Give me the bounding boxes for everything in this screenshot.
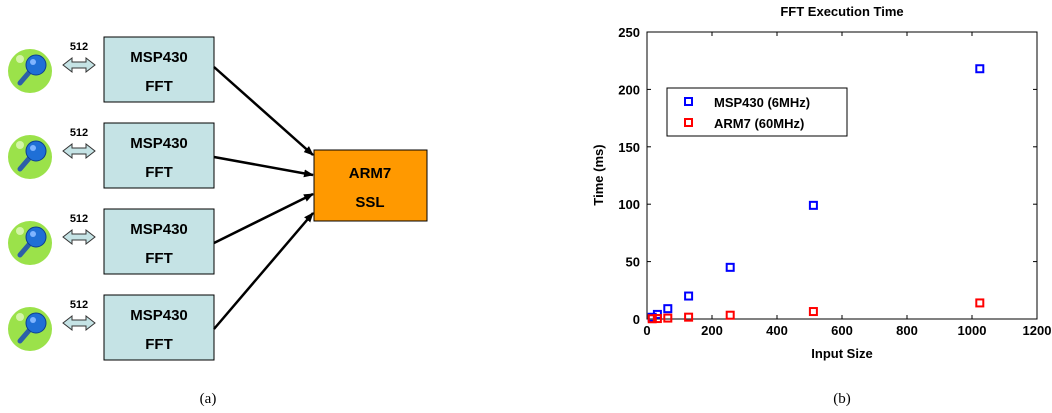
x-tick-label: 600 (831, 323, 853, 338)
y-tick-label: 200 (618, 82, 640, 97)
double-arrow-icon (62, 314, 96, 332)
fft-row-1: 512 MSP430 FFT (8, 36, 215, 103)
double-arrow-icon (62, 142, 96, 160)
data-point-arm7 (975, 298, 985, 308)
y-tick-label: 250 (618, 25, 640, 40)
ssl-label: SSL (355, 194, 384, 211)
arm7-ssl-block: ARM7 SSL (313, 149, 428, 222)
data-points (647, 64, 985, 324)
data-point-msp430 (663, 304, 673, 314)
x-tick-label: 200 (701, 323, 723, 338)
data-point-arm7 (684, 312, 694, 322)
x-tick-label: 1000 (958, 323, 987, 338)
fft-block-function: FFT (145, 336, 173, 353)
x-tick-label: 0 (643, 323, 650, 338)
axis-ticks: 0 200 400 600 800 1000 1200 0 50 100 150 200 250 (618, 25, 1051, 338)
legend-label-arm7: ARM7 (60MHz) (714, 116, 804, 131)
y-axis-label: Time (ms) (591, 144, 606, 205)
link-label: 512 (70, 127, 88, 139)
chart-caption: (b) (833, 391, 851, 407)
plot-frame (646, 31, 1038, 320)
link-label: 512 (70, 213, 88, 225)
legend-marker-arm7 (684, 118, 693, 127)
fft-row-3: 512 MSP430 FFT (8, 208, 215, 275)
fft-block-function: FFT (145, 250, 173, 267)
microphone-icon (8, 135, 52, 179)
fft-block-rect (103, 294, 215, 361)
y-tick-label: 50 (626, 255, 640, 270)
link-label: 512 (70, 299, 88, 311)
fft-row-2: 512 MSP430 FFT (8, 122, 215, 189)
fft-block-rect (103, 122, 215, 189)
fft-block-function: FFT (145, 164, 173, 181)
fft-block-rect (103, 208, 215, 275)
x-tick-label: 400 (766, 323, 788, 338)
y-tick-label: 100 (618, 197, 640, 212)
arrow-to-arm7 (213, 192, 314, 245)
microphone-icon (8, 307, 52, 351)
arrow-to-arm7 (213, 155, 314, 178)
legend-box (666, 87, 848, 137)
data-point-arm7 (808, 307, 818, 317)
data-point-arm7 (652, 314, 662, 324)
fft-block-name: MSP430 (130, 221, 188, 238)
fft-block-rect (103, 36, 215, 103)
fft-execution-chart: FFT Execution Time 0 200 400 600 800 1000 1200… (591, 4, 1051, 407)
data-point-arm7 (647, 314, 657, 324)
data-point-msp430 (684, 291, 694, 301)
y-tick-label: 0 (633, 312, 640, 327)
fft-block-name: MSP430 (130, 49, 188, 66)
data-point-arm7 (725, 310, 735, 320)
data-point-arm7 (663, 313, 673, 323)
link-label: 512 (70, 41, 88, 53)
arrow-to-arm7 (213, 66, 314, 156)
legend-marker-msp430 (684, 97, 693, 106)
fft-block-name: MSP430 (130, 135, 188, 152)
fft-row-4: 512 MSP430 FFT (8, 294, 215, 361)
fft-block-name: MSP430 (130, 307, 188, 324)
data-point-msp430 (725, 262, 735, 272)
arrow-to-arm7 (213, 212, 314, 330)
double-arrow-icon (62, 56, 96, 74)
x-axis-label: Input Size (811, 346, 872, 361)
diagram-caption: (a) (200, 391, 217, 407)
y-tick-label: 150 (618, 140, 640, 155)
x-tick-label: 800 (896, 323, 918, 338)
data-point-msp430 (975, 64, 985, 74)
connection-arrows (213, 66, 314, 330)
microphone-icon (8, 49, 52, 93)
legend: MSP430 (6MHz) ARM7 (60MHz) (666, 87, 848, 137)
data-point-msp430 (808, 200, 818, 210)
block-diagram: 512 MSP430 FFT 512 MSP430 FFT 512 MSP430 FFT 512 M… (8, 36, 428, 407)
arm7-block-rect (313, 149, 428, 222)
microphone-icon (8, 221, 52, 265)
legend-label-msp430: MSP430 (6MHz) (714, 95, 810, 110)
fft-block-function: FFT (145, 78, 173, 95)
arm7-label: ARM7 (349, 165, 392, 182)
double-arrow-icon (62, 228, 96, 246)
chart-title: FFT Execution Time (780, 4, 903, 19)
x-tick-label: 1200 (1023, 323, 1052, 338)
